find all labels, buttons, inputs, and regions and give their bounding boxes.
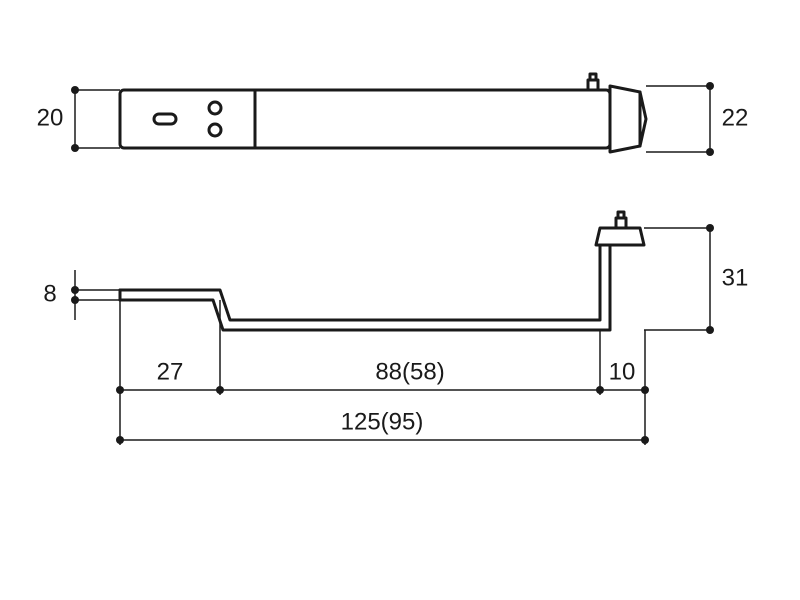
dim-label: 20 (37, 104, 64, 131)
side-head (596, 228, 644, 245)
dim-label: 88(58) (375, 358, 444, 385)
dim-label: 125(95) (341, 408, 424, 435)
dim-bottom-row: 27 88(58) 10 125(95) (116, 300, 649, 445)
dim-label: 27 (157, 358, 184, 385)
dim-label: 8 (43, 280, 56, 307)
dim-label: 31 (722, 264, 749, 291)
side-profile (120, 245, 610, 330)
top-pin-cap (590, 74, 596, 80)
dim-label: 22 (722, 104, 749, 131)
dim-label: 10 (609, 358, 636, 385)
dim-left-top: 20 (37, 86, 120, 152)
dim-right-top: 22 (646, 82, 748, 156)
side-pin-cap (618, 212, 624, 218)
top-view (120, 74, 646, 152)
side-view (120, 212, 644, 330)
dim-right-mid: 31 (644, 224, 748, 334)
dim-left-mid: 8 (43, 270, 120, 320)
top-body (120, 90, 610, 148)
